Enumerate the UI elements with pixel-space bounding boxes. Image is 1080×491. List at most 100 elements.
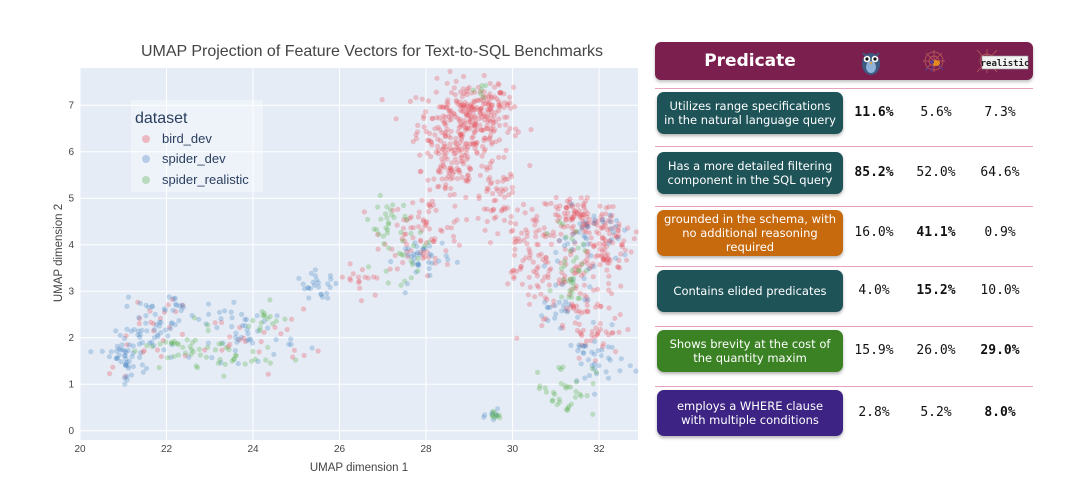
data-point <box>585 252 591 258</box>
data-point <box>165 333 171 339</box>
data-point <box>564 223 571 229</box>
data-point <box>440 146 446 152</box>
data-point <box>151 335 157 341</box>
data-point <box>598 253 604 259</box>
data-point <box>540 232 547 238</box>
data-point <box>593 229 600 235</box>
data-point <box>545 272 551 278</box>
data-point <box>443 253 449 259</box>
data-point <box>163 339 169 345</box>
data-point <box>386 221 392 227</box>
data-point <box>573 389 579 395</box>
data-point <box>578 393 584 399</box>
data-point <box>565 241 571 247</box>
chart-title: UMAP Projection of Feature Vectors for T… <box>141 43 603 60</box>
data-point <box>582 309 588 315</box>
data-point <box>385 227 391 233</box>
data-point <box>440 162 446 168</box>
data-point <box>580 241 586 247</box>
data-point <box>442 133 448 139</box>
data-point <box>426 201 432 207</box>
data-point <box>559 270 565 276</box>
data-point <box>461 90 467 96</box>
data-point <box>420 246 426 252</box>
data-point <box>455 101 461 107</box>
data-point <box>569 267 575 274</box>
data-point <box>485 114 491 120</box>
data-point <box>598 225 604 231</box>
data-point <box>424 249 430 255</box>
data-point <box>445 147 451 153</box>
data-point <box>478 111 484 117</box>
data-point <box>263 357 269 363</box>
data-point <box>464 112 470 118</box>
data-point <box>255 358 261 364</box>
data-point <box>548 241 555 247</box>
data-point <box>464 173 471 179</box>
data-point <box>618 251 624 257</box>
data-point <box>480 93 486 99</box>
data-point <box>447 192 453 198</box>
data-point <box>579 211 585 217</box>
data-point <box>611 224 617 231</box>
data-point <box>318 291 324 297</box>
data-point <box>116 346 122 352</box>
data-point <box>483 114 489 120</box>
data-point <box>457 170 463 176</box>
data-point <box>507 100 513 106</box>
data-point <box>581 270 587 276</box>
data-point <box>455 147 462 153</box>
data-point <box>246 323 252 329</box>
data-point <box>444 80 450 86</box>
data-point <box>553 204 559 210</box>
data-point <box>394 266 400 272</box>
data-point <box>393 116 399 122</box>
data-point <box>550 302 556 308</box>
data-point <box>376 231 382 237</box>
data-point <box>439 176 445 182</box>
data-point <box>556 396 562 402</box>
data-point <box>542 200 548 207</box>
table-header: Predicate re <box>655 42 1033 80</box>
data-point <box>554 402 560 408</box>
data-point <box>538 251 544 257</box>
data-point <box>591 243 597 249</box>
data-point <box>431 238 437 244</box>
data-point <box>465 112 471 119</box>
data-point <box>138 350 144 356</box>
legend-box <box>131 100 263 192</box>
data-point <box>613 349 619 355</box>
data-point <box>607 226 613 232</box>
data-point <box>606 281 612 287</box>
data-point <box>315 280 321 286</box>
data-point <box>578 331 584 337</box>
data-point <box>592 334 598 340</box>
data-point <box>149 344 155 350</box>
data-point <box>429 253 435 259</box>
data-point <box>425 137 431 143</box>
data-point <box>169 342 175 348</box>
data-point <box>436 104 442 110</box>
data-point <box>611 229 617 235</box>
data-point <box>552 391 558 397</box>
data-point <box>458 131 464 138</box>
data-point <box>501 91 507 97</box>
data-point <box>474 150 480 156</box>
data-point <box>451 111 457 117</box>
data-point <box>605 255 612 262</box>
data-point <box>261 318 267 324</box>
data-point <box>459 137 465 143</box>
data-point <box>581 343 587 349</box>
data-point <box>462 152 468 158</box>
data-point <box>591 263 597 270</box>
data-point <box>487 175 493 181</box>
data-point <box>585 357 592 363</box>
value-cell: 10.0% <box>980 283 1020 298</box>
data-point <box>607 231 613 237</box>
data-point <box>272 324 278 330</box>
data-point <box>425 259 432 265</box>
data-point <box>122 361 129 367</box>
data-point <box>250 348 256 355</box>
data-point <box>409 261 415 268</box>
data-point <box>235 336 241 342</box>
